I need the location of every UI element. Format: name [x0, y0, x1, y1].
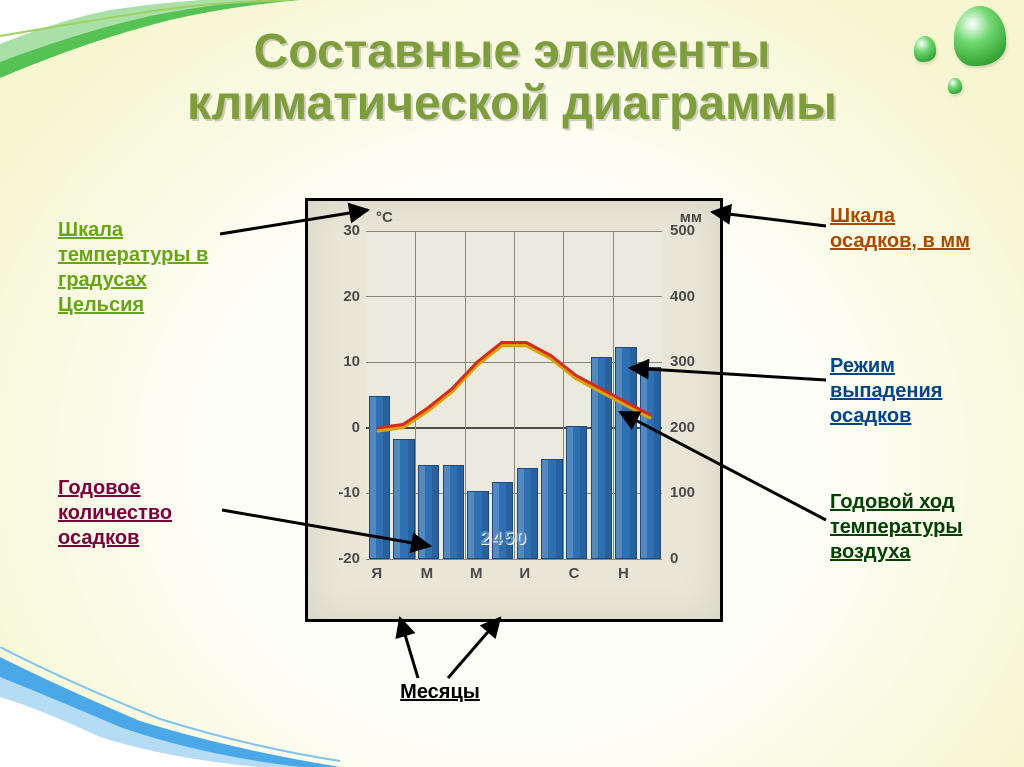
annot-temp-scale: Шкала температуры в градусах Цельсия	[58, 218, 228, 318]
right-tick-label: 300	[670, 353, 695, 370]
temperature-curve	[366, 231, 662, 559]
slide-title: Составные элементы климатической диаграм…	[0, 26, 1024, 130]
month-label: С	[569, 565, 580, 582]
left-tick-label: -10	[338, 484, 360, 501]
left-tick-label: 10	[343, 353, 360, 370]
annot-air-temp-course: Годовой ход температуры воздуха	[830, 490, 990, 565]
month-label: И	[519, 565, 530, 582]
right-tick-label: 100	[670, 484, 695, 501]
month-label: М	[421, 565, 434, 582]
slide: Составные элементы климатической диаграм…	[0, 0, 1024, 767]
annot-precip-scale: Шкала осадков, в мм	[830, 204, 980, 254]
right-tick-label: 500	[670, 222, 695, 239]
right-tick-label: 200	[670, 419, 695, 436]
left-tick-label: 0	[352, 419, 360, 436]
title-line1: Составные элементы	[254, 25, 771, 78]
annot-precip-regime: Режим выпадения осадков	[830, 354, 980, 429]
right-tick-label: 0	[670, 550, 678, 567]
plot-area: 2450	[366, 231, 662, 559]
annot-annual-precip: Годовое количество осадков	[58, 476, 228, 551]
month-label: Я	[371, 565, 382, 582]
month-label: М	[470, 565, 483, 582]
left-tick-label: -20	[338, 550, 360, 567]
corner-bottom-left-deco	[0, 647, 340, 767]
left-tick-label: 20	[343, 288, 360, 305]
left-axis-unit: °C	[376, 209, 393, 226]
right-tick-label: 400	[670, 288, 695, 305]
annual-total-value: 2450	[480, 528, 528, 549]
climograph-frame: °C мм 2450 -20-1001020300100200300400500…	[305, 198, 723, 622]
month-label: Н	[618, 565, 629, 582]
title-line2: климатической диаграммы	[187, 77, 837, 130]
left-tick-label: 30	[343, 222, 360, 239]
annot-months: Месяцы	[360, 680, 520, 705]
